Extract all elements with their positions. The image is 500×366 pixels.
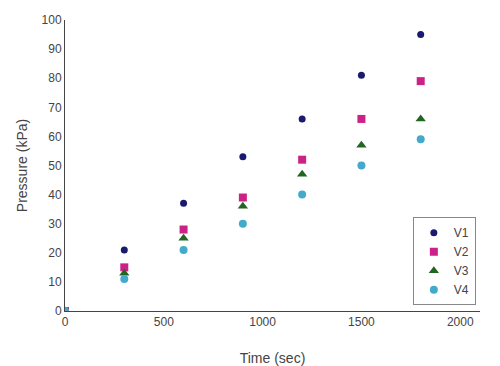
svg-text:40: 40 bbox=[48, 188, 62, 202]
svg-text:50: 50 bbox=[48, 159, 62, 173]
svg-text:20: 20 bbox=[48, 246, 62, 260]
svg-text:V1: V1 bbox=[454, 226, 469, 240]
svg-text:V2: V2 bbox=[454, 245, 469, 259]
svg-text:Time (sec): Time (sec) bbox=[240, 350, 306, 366]
svg-text:90: 90 bbox=[48, 42, 62, 56]
svg-text:1500: 1500 bbox=[348, 315, 375, 329]
svg-text:2000: 2000 bbox=[447, 315, 474, 329]
svg-text:0: 0 bbox=[55, 304, 62, 318]
svg-text:1000: 1000 bbox=[249, 315, 276, 329]
svg-text:V4: V4 bbox=[454, 283, 469, 297]
svg-text:70: 70 bbox=[48, 101, 62, 115]
svg-text:30: 30 bbox=[48, 217, 62, 231]
svg-text:60: 60 bbox=[48, 130, 62, 144]
svg-text:500: 500 bbox=[154, 315, 174, 329]
svg-text:10: 10 bbox=[48, 275, 62, 289]
svg-text:80: 80 bbox=[48, 71, 62, 85]
svg-text:0: 0 bbox=[62, 315, 69, 329]
svg-text:100: 100 bbox=[42, 13, 62, 27]
svg-text:Pressure (kPa): Pressure (kPa) bbox=[14, 119, 30, 212]
svg-text:V3: V3 bbox=[454, 264, 469, 278]
